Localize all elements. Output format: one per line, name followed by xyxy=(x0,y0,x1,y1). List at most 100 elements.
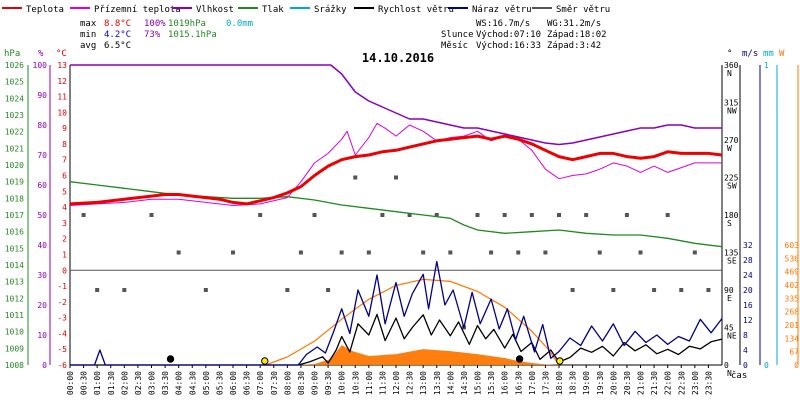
x-tick-label: 11:00 xyxy=(365,371,374,395)
moonset-marker xyxy=(166,355,175,363)
legend-label-prizemni: Přízemní teplota xyxy=(94,5,181,15)
x-tick-label: 17:30 xyxy=(541,371,550,395)
wind-direction-point xyxy=(624,213,629,217)
radiation-tick-label: 134 xyxy=(785,334,800,343)
x-tick-label: 00:30 xyxy=(80,371,89,395)
pressure-tick-label: 1021 xyxy=(5,144,24,153)
wind-direction-point xyxy=(692,250,697,255)
stats-min-temp: 4.2°C xyxy=(104,30,131,40)
wind-direction-point xyxy=(516,250,521,255)
legend-label-naraz: Náraz větru xyxy=(472,5,532,15)
pressure-tick-label: 1024 xyxy=(5,94,24,103)
axis-ticks: 1008100910101011101210131014101510161017… xyxy=(5,61,799,395)
moon-rise: Východ:16:33 xyxy=(476,41,541,51)
direction-name-label: S xyxy=(727,219,732,228)
wind-direction-point xyxy=(421,250,426,255)
wind-tick-label: 32 xyxy=(743,241,753,250)
pressure-tick-label: 1016 xyxy=(5,228,24,237)
direction-name-label: NW xyxy=(727,107,737,116)
x-tick-label: 23:30 xyxy=(704,371,713,395)
temperature-tick-label: 1 xyxy=(62,250,67,259)
pressure-tick-label: 1015 xyxy=(5,244,24,253)
wind-direction-point xyxy=(353,175,358,180)
sun-moon-block: WS:16.7m/s WG:31.2m/s Slunce Východ:07:1… xyxy=(441,19,607,51)
humidity-tick-label: 50 xyxy=(37,211,47,220)
x-tick-label: 04:30 xyxy=(188,371,197,395)
x-tick-label: 16:30 xyxy=(514,371,523,395)
axis-title-degc: °C xyxy=(56,49,67,59)
sun-label: Slunce xyxy=(441,30,474,40)
x-tick-label: 07:30 xyxy=(270,371,279,395)
x-tick-label: 09:30 xyxy=(324,371,333,395)
wind-direction-point xyxy=(543,250,548,255)
temperature-tick-label: 7 xyxy=(62,156,67,165)
legend-label-vlhkost: Vlhkost xyxy=(196,5,234,15)
x-tick-label: 15:00 xyxy=(474,371,483,395)
humidity-line xyxy=(70,64,722,146)
direction-name-label: SE xyxy=(727,257,737,266)
wind-direction-point xyxy=(638,250,643,255)
wind-direction-point xyxy=(203,288,208,292)
stats-max-hum: 100% xyxy=(144,19,166,29)
wind-direction-point xyxy=(434,213,439,217)
temperature-tick-label: 9 xyxy=(62,124,67,133)
axis-title-hpa: hPa xyxy=(4,49,20,59)
chart-title: 14.10.2016 xyxy=(362,51,434,65)
wind-direction-point xyxy=(597,250,602,255)
x-tick-label: 22:30 xyxy=(677,371,686,395)
humidity-tick-label: 30 xyxy=(37,271,47,280)
wind-direction-point xyxy=(407,213,412,217)
humidity-tick-label: 40 xyxy=(37,241,47,250)
axis-title-pct: % xyxy=(38,49,44,59)
x-tick-label: 20:30 xyxy=(623,371,632,395)
x-tick-label: 07:00 xyxy=(256,371,265,395)
sunrise-marker xyxy=(261,357,269,365)
x-tick-label: 21:00 xyxy=(637,371,646,395)
wind-direction-point xyxy=(298,250,303,255)
direction-name-label: W xyxy=(727,144,732,153)
x-tick-label: 15:30 xyxy=(487,371,496,395)
sun-set: Západ:18:02 xyxy=(547,30,607,40)
humidity-tick-label: 70 xyxy=(37,151,47,160)
radiation-tick-label: 402 xyxy=(785,281,800,290)
rain-tick-label: 1 xyxy=(764,61,769,70)
humidity-tick-label: 100 xyxy=(33,61,48,70)
radiation-tick-label: 335 xyxy=(785,294,800,303)
radiation-tick-label: 603 xyxy=(785,241,800,250)
x-tick-label: 12:30 xyxy=(406,371,415,395)
pressure-tick-label: 1025 xyxy=(5,78,24,87)
wind-direction-point xyxy=(570,288,575,292)
wind-direction-point xyxy=(665,213,670,217)
temperature-tick-label: 11 xyxy=(57,93,67,102)
pressure-tick-label: 1023 xyxy=(5,111,24,120)
temperature-tick-label: -4 xyxy=(57,329,67,338)
direction-tick-label: 45 xyxy=(724,324,734,333)
wind-tick-label: 28 xyxy=(743,256,753,265)
x-tick-label: 03:30 xyxy=(161,371,170,395)
wind-tick-label: 0 xyxy=(743,361,748,370)
pressure-tick-label: 1010 xyxy=(5,328,24,337)
direction-tick-label: 360 xyxy=(724,61,739,70)
wind-direction-point xyxy=(557,213,561,217)
stats-avg-temp: 6.5°C xyxy=(104,41,131,51)
moonrise-marker xyxy=(515,355,524,363)
direction-tick-label: 180 xyxy=(724,211,739,220)
temperature-tick-label: 10 xyxy=(57,108,67,117)
wind-tick-label: 16 xyxy=(743,301,753,310)
wind-tick-label: 8 xyxy=(743,331,748,340)
x-tick-label: 20:00 xyxy=(609,371,618,395)
direction-name-label: SW xyxy=(727,182,737,191)
x-tick-label: 16:00 xyxy=(501,371,510,395)
stats-min-press: 1015.1hPa xyxy=(168,30,217,40)
x-tick-label: 17:00 xyxy=(528,371,537,395)
radiation-tick-label: 67 xyxy=(789,348,799,357)
wind-direction-point xyxy=(448,250,453,255)
wind-tick-label: 12 xyxy=(743,316,753,325)
x-tick-label: 02:30 xyxy=(134,371,143,395)
temperature-tick-label: 0 xyxy=(62,266,67,275)
ground-temperature-line xyxy=(69,122,722,206)
x-tick-label: 01:30 xyxy=(107,371,116,395)
temperature-tick-label: 6 xyxy=(62,172,67,181)
humidity-tick-label: 20 xyxy=(37,301,47,310)
